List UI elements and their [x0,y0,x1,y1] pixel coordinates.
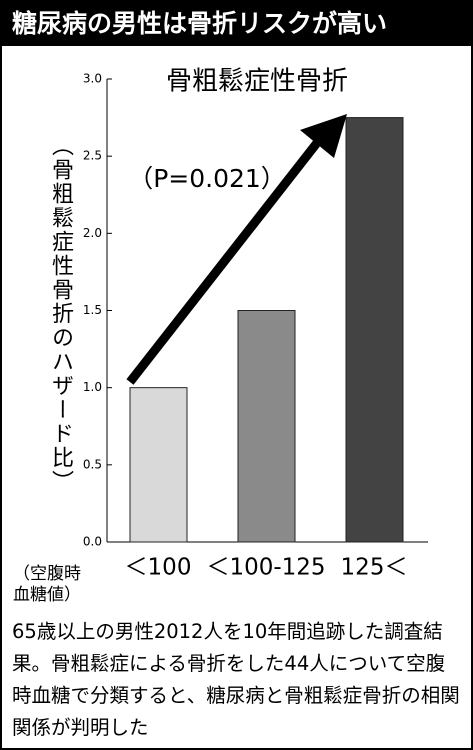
y-tick-label: 1.5 [83,303,102,317]
annotation: （P=0.021） [128,164,286,193]
arrow-head [300,114,347,158]
y-tick-label: 2.5 [83,149,102,163]
x-tick-label: ＜100-125 [206,555,325,581]
x-tick-label: ＜100 [125,555,192,581]
bar [237,310,296,543]
chart: 骨粗鬆症性骨折 （骨粗鬆症性骨折のハザード比） （空腹時 血糖値） 0.0 0.5… [13,67,428,605]
bar [345,117,404,543]
y-tick-label: 1.0 [83,380,102,394]
x-axis-label: 血糖値） [13,585,81,605]
x-tick-label: 125＜ [341,555,408,581]
bar [129,387,188,543]
x-axis-label: （空腹時 [13,564,81,584]
caption: 65歳以上の男性2012人を10年間追跡した調査結果。骨粗鬆症による骨折をした4… [12,620,460,739]
y-tick-label: 0.0 [83,535,102,549]
y-axis-label: （骨粗鬆症性骨折のハザード比） [48,134,74,494]
trend-arrow [126,136,324,385]
y-tick-label: 0.5 [83,457,102,471]
y-tick-label: 3.0 [83,72,102,86]
y-tick-label: 2.0 [83,226,102,240]
chart-title: 骨粗鬆症性骨折 [166,67,348,97]
header-title: 糖尿病の男性は骨折リスクが高い [2,2,471,46]
